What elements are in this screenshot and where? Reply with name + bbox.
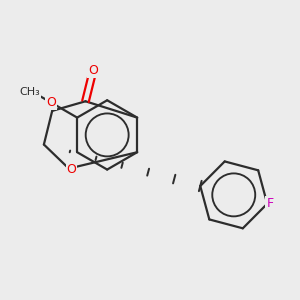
Text: F: F [266,197,274,210]
Text: O: O [46,96,56,109]
Text: CH₃: CH₃ [19,87,40,97]
Text: O: O [88,64,98,77]
Text: O: O [67,164,76,176]
